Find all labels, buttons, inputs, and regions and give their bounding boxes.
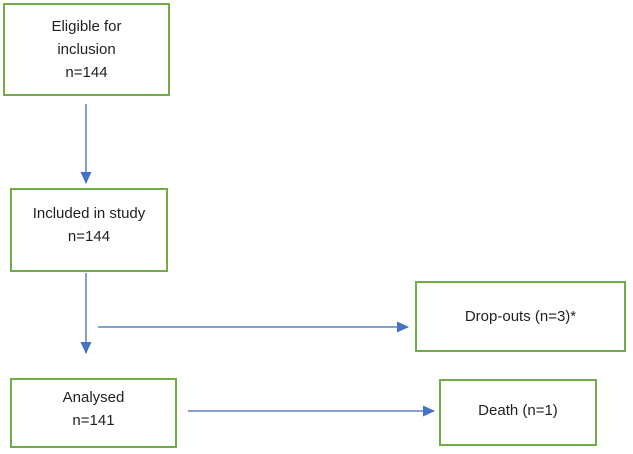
flow-box-death-line: Death (n=1) (478, 402, 558, 419)
flow-box-dropouts: Drop-outs (n=3)* (415, 281, 626, 352)
flow-box-eligible: Eligible for inclusion n=144 (3, 3, 170, 96)
flow-box-eligible-line: inclusion (57, 41, 116, 58)
flow-box-analysed-count: n=141 (72, 412, 115, 429)
flow-box-included: Included in study n=144 (10, 188, 168, 272)
flow-box-included-line: Included in study (32, 205, 146, 222)
flow-box-analysed: Analysed n=141 (10, 378, 177, 448)
flow-box-eligible-line: Eligible for (51, 18, 122, 35)
flow-box-dropouts-line: Drop-outs (n=3)* (464, 308, 577, 325)
flow-box-analysed-line: Analysed (62, 389, 125, 406)
flow-box-death: Death (n=1) (439, 379, 597, 446)
flow-box-eligible-count: n=144 (65, 64, 108, 81)
flow-box-included-count: n=144 (67, 228, 111, 245)
